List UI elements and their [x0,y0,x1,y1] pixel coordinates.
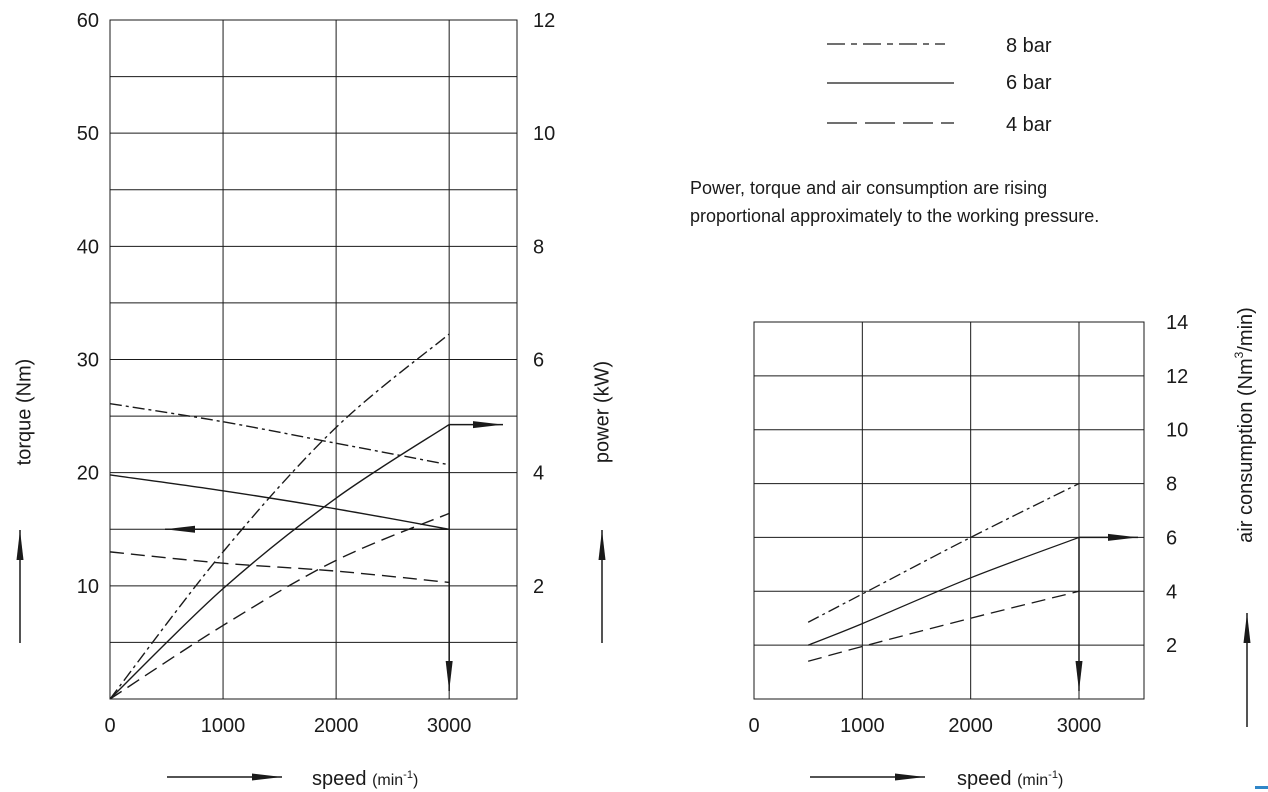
y-right-tick-label: 4 [533,463,544,485]
x-tick-label-left: 1000 [201,715,246,737]
torque-series-4-bar [109,551,450,584]
right-tick-labels: 0 1000 2000 3000 2 4 6 8 10 12 14 [748,312,1188,737]
y-left-axis-title: torque (Nm) [13,359,35,466]
y-left-tick-label: 40 [77,236,99,258]
air-series-4-bar [807,590,1080,662]
note: Power, torque and air consumption are ri… [690,178,1099,226]
x-tick-label-right: 2000 [948,715,993,737]
left-tick-labels: 0 1000 2000 3000 10 20 30 40 50 60 2 4 6 8 10 12 [77,10,556,737]
air-series-8-bar [807,482,1080,623]
y-air-tick-label: 10 [1166,420,1188,442]
legend-label-8-bar: 8 bar [1006,35,1052,57]
x-axis-title-right: speed (min-1) [957,768,1063,790]
y-right-axis-title: power (kW) [591,361,613,463]
y-air-tick-label: 12 [1166,366,1188,388]
torque-series-6-bar [109,474,450,530]
air-consumption-chart: 0 1000 2000 3000 2 4 6 8 10 12 14 air consumption … [748,307,1257,790]
note-line-2: proportional approximately to the workin… [690,206,1099,226]
y-air-tick-label: 14 [1166,312,1188,334]
x-tick-label-right: 0 [748,715,759,737]
x-tick-label-right: 3000 [1057,715,1102,737]
y-left-tick-label: 50 [77,123,99,145]
y-right-tick-label: 10 [533,123,555,145]
air-series-6-bar [807,536,1080,646]
note-line-1: Power, torque and air consumption are ri… [690,178,1047,198]
y-right-tick-label: 2 [533,576,544,598]
y-right-tick-label: 8 [533,236,544,258]
y-air-tick-label: 2 [1166,635,1177,657]
y-left-tick-label: 30 [77,350,99,372]
y-left-tick-label: 20 [77,463,99,485]
y-air-tick-label: 8 [1166,474,1177,496]
right-plot-frame [753,321,1145,700]
legend-item-8-bar: 8 bar [827,35,1052,57]
right-annotation-arrows [1075,533,1138,691]
x-tick-label-left: 2000 [314,715,359,737]
x-tick-label-right: 1000 [840,715,885,737]
left-series [109,333,450,700]
power-series-6-bar [109,423,450,700]
right-gridlines [754,322,1144,699]
y-air-tick-label: 6 [1166,527,1177,549]
legend-label-6-bar: 6 bar [1006,72,1052,94]
legend-item-4-bar: 4 bar [827,114,1052,136]
power-series-8-bar [109,333,450,700]
corner-accent [1255,786,1268,789]
y-air-axis-title: air consumption (Nm3/min) [1232,307,1257,543]
y-right-tick-label: 6 [533,350,544,372]
y-air-tick-label: 4 [1166,581,1177,603]
legend-label-4-bar: 4 bar [1006,114,1052,136]
y-left-tick-label: 10 [77,576,99,598]
power-series-4-bar [109,512,450,700]
x-axis-title-left: speed (min-1) [312,768,418,790]
right-series [807,482,1080,662]
legend: 8 bar 6 bar 4 bar [827,35,1052,136]
y-left-tick-label: 60 [77,10,99,32]
x-tick-label-left: 0 [104,715,115,737]
legend-item-6-bar: 6 bar [827,72,1052,94]
left-annotation-arrows [165,421,503,691]
left-gridlines [110,20,517,699]
torque-series-8-bar [109,402,450,466]
torque-power-chart: 0 1000 2000 3000 10 20 30 40 50 60 2 4 6 8 10 12 torque… [13,10,613,790]
x-tick-label-left: 3000 [427,715,472,737]
y-right-tick-label: 12 [533,10,555,32]
